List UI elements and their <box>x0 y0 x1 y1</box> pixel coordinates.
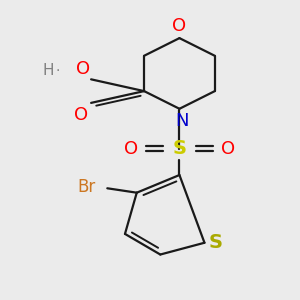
Text: ·: · <box>56 64 60 78</box>
Text: S: S <box>172 139 186 158</box>
Text: O: O <box>172 17 187 35</box>
Text: O: O <box>221 140 235 158</box>
Text: H: H <box>43 63 54 78</box>
Text: S: S <box>209 233 223 252</box>
Text: O: O <box>124 140 138 158</box>
Text: N: N <box>176 112 189 130</box>
Text: O: O <box>74 106 88 124</box>
Text: Br: Br <box>77 178 95 196</box>
Text: O: O <box>76 60 90 78</box>
